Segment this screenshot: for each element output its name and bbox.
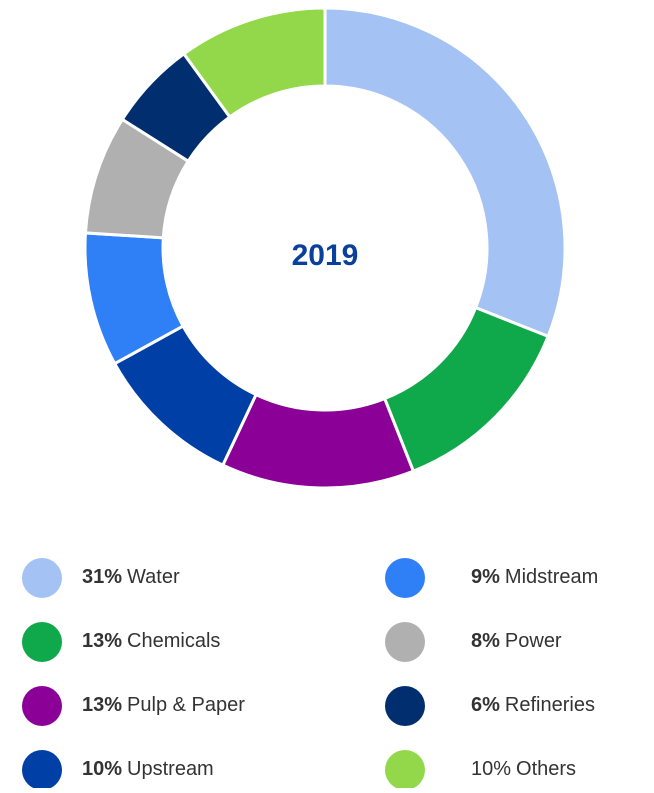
legend-category: Upstream [127, 758, 214, 780]
legend-swatch [22, 750, 62, 790]
legend-category: Refineries [505, 694, 595, 716]
legend-label: 8% Power [471, 630, 562, 652]
legend-value: 8% [471, 630, 500, 652]
legend-category: Pulp & Paper [127, 694, 245, 716]
legend-swatch [385, 686, 425, 726]
legend-value: 13% [82, 694, 122, 716]
legend-category: Midstream [505, 566, 598, 588]
legend-label: 6% Refineries [471, 694, 595, 716]
legend-swatch [22, 622, 62, 662]
legend-swatch [385, 750, 425, 790]
legend-category: Others [516, 758, 576, 780]
legend-value: 6% [471, 694, 500, 716]
donut-segment [181, 6, 327, 120]
legend-label: 13% Pulp & Paper [82, 694, 245, 716]
legend-value: 13% [82, 630, 122, 652]
legend-category: Chemicals [127, 630, 220, 652]
donut-segment [323, 6, 567, 339]
legend-value: 31% [82, 566, 122, 588]
legend-value: 10% [471, 758, 511, 780]
legend-category: Power [505, 630, 562, 652]
legend-value: 10% [82, 758, 122, 780]
donut-segment [382, 305, 551, 474]
legend-value: 9% [471, 566, 500, 588]
legend-category: Water [127, 566, 180, 588]
donut-segment [220, 392, 416, 490]
legend-swatch [22, 686, 62, 726]
legend-swatch [385, 622, 425, 662]
legend-label: 9% Midstream [471, 566, 598, 588]
legend-label: 10% Upstream [82, 758, 214, 780]
legend-swatch [22, 558, 62, 598]
legend-swatch [385, 558, 425, 598]
legend-label: 13% Chemicals [82, 630, 220, 652]
center-label: 2019 [292, 239, 359, 272]
legend-label: 31% Water [82, 566, 180, 588]
legend-label: 10% Others [471, 758, 576, 780]
